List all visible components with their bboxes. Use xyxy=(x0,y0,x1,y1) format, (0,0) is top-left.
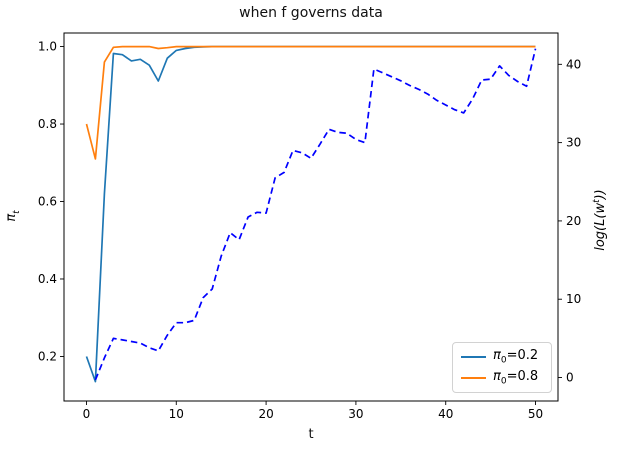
legend-item-pi0-02: π0=0.2 xyxy=(461,348,543,366)
legend: π0=0.2 π0=0.8 xyxy=(452,342,552,393)
legend-label-pi0-02: π0=0.2 xyxy=(493,347,539,366)
x-axis-label: t xyxy=(308,427,314,442)
chart-title: when f governs data xyxy=(239,5,383,21)
log-likelihood-line xyxy=(94,48,537,381)
legend-swatch-orange xyxy=(461,377,486,380)
y-right-tick-label: 30 xyxy=(566,136,581,150)
pi0-08-line xyxy=(85,45,536,160)
x-tick-label: 40 xyxy=(438,407,453,421)
y-left-tick-label: 0.2 xyxy=(38,349,57,363)
y-left-tick-label: 0.8 xyxy=(38,117,57,131)
x-tick-label: 50 xyxy=(528,407,543,421)
legend-swatch-blue xyxy=(461,355,486,358)
y-right-tick-label: 0 xyxy=(566,371,574,385)
x-tick-label: 10 xyxy=(169,407,184,421)
pi0-02-line xyxy=(85,45,536,383)
legend-label-pi0-08: π0=0.8 xyxy=(493,369,539,388)
x-tick-label: 0 xyxy=(83,407,91,421)
x-tick-label: 30 xyxy=(348,407,363,421)
x-tick-label: 20 xyxy=(258,407,273,421)
y-left-tick-label: 0.6 xyxy=(38,195,57,209)
y-right-tick-label: 40 xyxy=(566,57,581,71)
plot-border xyxy=(63,32,559,402)
y-right-tick-label: 20 xyxy=(566,214,581,228)
y-right-tick-label: 10 xyxy=(566,292,581,306)
y-left-tick-label: 1.0 xyxy=(38,40,57,54)
y-left-tick-label: 0.4 xyxy=(38,272,57,286)
legend-item-pi0-08: π0=0.8 xyxy=(461,369,543,387)
